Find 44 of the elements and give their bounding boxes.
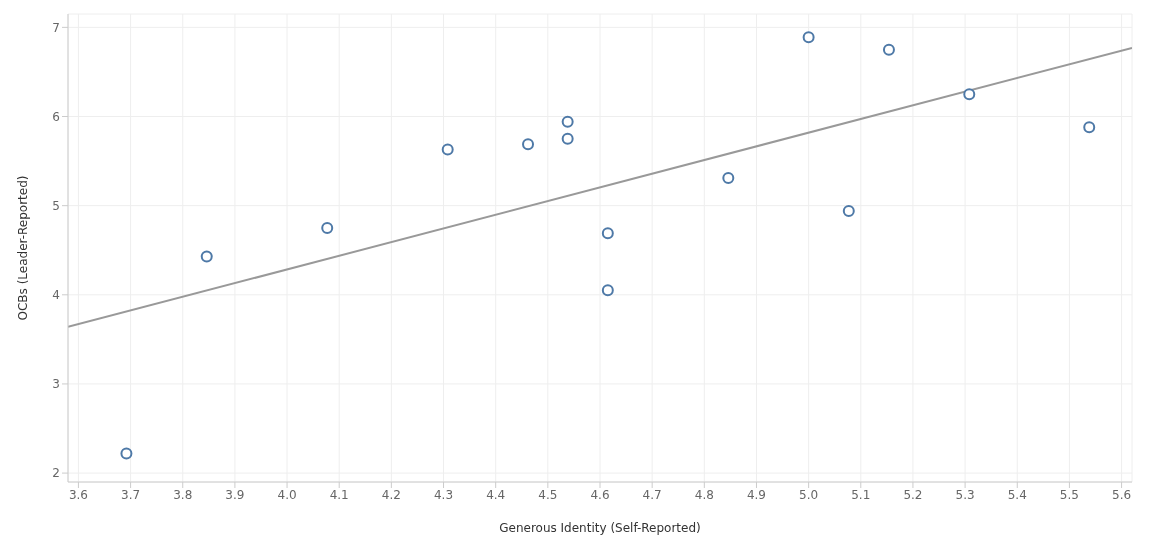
point xyxy=(722,172,735,185)
point xyxy=(882,43,895,56)
x-tick-label: 3.7 xyxy=(121,487,141,502)
x-tick-label: 5.4 xyxy=(1007,487,1027,502)
y-tick-label: 5 xyxy=(52,198,60,213)
x-tick-label: 4.8 xyxy=(694,487,714,502)
y-axis-title: OCBs (Leader-Reported) xyxy=(16,175,31,321)
point xyxy=(802,31,815,44)
x-tick-label: 4.1 xyxy=(329,487,349,502)
y-tick-label: 6 xyxy=(52,109,60,124)
y-tick-label: 2 xyxy=(52,466,60,481)
point xyxy=(842,205,855,218)
x-tick-label: 4.0 xyxy=(277,487,297,502)
y-tick-label: 3 xyxy=(52,377,60,392)
x-tick-label: 5.2 xyxy=(903,487,923,502)
y-tick-label: 7 xyxy=(52,20,60,35)
x-tick-label: 4.3 xyxy=(433,487,454,502)
point xyxy=(601,227,614,240)
point xyxy=(522,138,535,151)
x-tick-label: 3.6 xyxy=(68,487,88,502)
x-tick-label: 5.5 xyxy=(1059,487,1079,502)
point xyxy=(120,447,133,460)
x-tick-label: 5.1 xyxy=(851,487,871,502)
point xyxy=(601,284,614,297)
point xyxy=(200,250,213,263)
x-tick-label: 4.5 xyxy=(538,487,558,502)
point xyxy=(561,132,574,145)
x-tick-label: 3.9 xyxy=(225,487,245,502)
x-tick-label: 4.7 xyxy=(642,487,662,502)
x-tick-label: 4.4 xyxy=(486,487,506,502)
x-axis-title: Generous Identity (Self-Reported) xyxy=(499,521,701,535)
x-tick-label: 5.0 xyxy=(799,487,819,502)
point xyxy=(1083,121,1096,134)
x-tick-label: 5.6 xyxy=(1112,487,1132,502)
x-tick-label: 4.9 xyxy=(746,487,767,502)
x-tick-label: 3.8 xyxy=(173,487,193,502)
x-tick-label: 4.6 xyxy=(590,487,610,502)
point xyxy=(321,221,334,234)
point xyxy=(561,115,574,128)
x-tick-label: 4.2 xyxy=(381,487,401,502)
point xyxy=(963,88,976,101)
y-tick-label: 4 xyxy=(52,288,60,303)
point xyxy=(441,143,454,156)
x-tick-label: 5.3 xyxy=(955,487,975,502)
